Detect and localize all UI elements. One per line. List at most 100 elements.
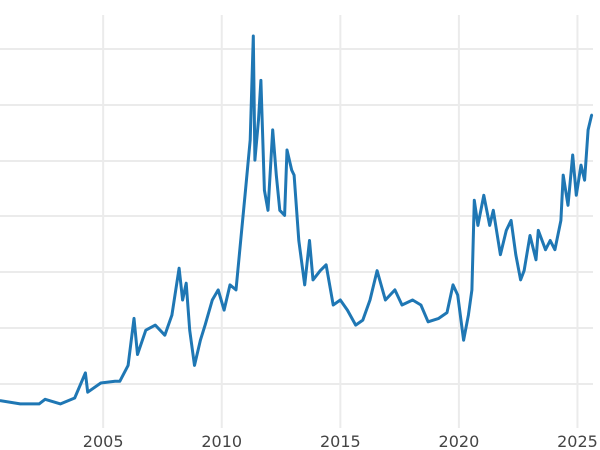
data-point bbox=[522, 269, 526, 272]
data-point bbox=[252, 34, 255, 38]
data-point bbox=[311, 278, 315, 282]
data-point bbox=[285, 148, 289, 152]
data-point bbox=[43, 398, 47, 401]
data-point bbox=[136, 353, 139, 356]
data-point bbox=[470, 288, 474, 292]
series-group bbox=[0, 34, 594, 406]
data-point bbox=[437, 317, 440, 320]
data-point bbox=[559, 219, 563, 222]
data-point bbox=[537, 229, 540, 232]
data-point bbox=[514, 253, 518, 256]
data-point bbox=[492, 209, 495, 212]
price-line bbox=[0, 34, 594, 406]
data-point bbox=[445, 311, 449, 314]
data-point bbox=[339, 298, 342, 302]
data-point bbox=[476, 224, 480, 227]
data-point bbox=[292, 173, 296, 177]
data-point bbox=[163, 333, 167, 337]
data-point bbox=[393, 288, 397, 292]
data-point bbox=[562, 173, 565, 177]
data-point bbox=[126, 364, 130, 367]
data-point bbox=[354, 323, 357, 327]
data-point bbox=[528, 234, 532, 237]
data-point bbox=[37, 402, 41, 406]
data-point bbox=[263, 189, 266, 192]
data-point bbox=[318, 269, 322, 272]
data-point bbox=[86, 390, 89, 394]
data-point bbox=[239, 239, 242, 242]
x-tick-label: 2015 bbox=[320, 432, 361, 450]
data-point bbox=[303, 283, 306, 287]
data-point bbox=[579, 163, 583, 167]
data-point bbox=[575, 194, 578, 197]
data-point bbox=[411, 298, 414, 302]
data-point bbox=[462, 339, 465, 342]
data-point bbox=[361, 318, 365, 322]
data-point bbox=[590, 113, 593, 117]
data-point bbox=[211, 298, 214, 302]
data-point bbox=[467, 313, 470, 317]
data-point bbox=[400, 303, 404, 307]
data-point bbox=[571, 153, 574, 157]
data-point bbox=[275, 173, 278, 177]
data-point bbox=[73, 396, 76, 400]
data-point bbox=[332, 303, 335, 307]
x-axis-ticks: 2005 2010 2015 2020 2025 bbox=[83, 432, 598, 450]
data-point bbox=[271, 128, 274, 132]
x-tick-label: 2020 bbox=[439, 432, 480, 450]
data-point bbox=[199, 339, 202, 342]
data-point bbox=[18, 402, 22, 406]
data-point bbox=[113, 380, 117, 383]
data-point bbox=[509, 219, 513, 222]
data-point bbox=[283, 214, 286, 217]
data-point bbox=[257, 118, 260, 122]
data-point bbox=[548, 239, 552, 242]
data-point bbox=[132, 317, 136, 320]
data-point bbox=[266, 209, 270, 212]
data-point bbox=[375, 269, 379, 272]
data-point bbox=[203, 323, 207, 327]
data-point bbox=[188, 328, 191, 332]
data-point bbox=[505, 229, 508, 232]
data-point bbox=[451, 283, 455, 287]
data-point bbox=[519, 278, 522, 282]
data-point bbox=[473, 199, 476, 202]
data-point bbox=[324, 263, 328, 267]
data-point bbox=[308, 239, 311, 242]
data-point bbox=[290, 168, 293, 172]
data-point bbox=[0, 399, 2, 402]
x-tick-label: 2005 bbox=[83, 432, 124, 450]
data-point bbox=[244, 189, 247, 192]
data-point bbox=[488, 224, 491, 227]
data-point bbox=[222, 308, 226, 312]
data-point bbox=[384, 298, 387, 302]
data-point bbox=[544, 248, 547, 251]
data-point bbox=[118, 380, 121, 383]
data-point bbox=[456, 293, 459, 297]
data-point bbox=[566, 204, 570, 207]
data-point bbox=[216, 288, 220, 292]
data-point bbox=[586, 128, 590, 132]
data-point bbox=[228, 283, 232, 287]
data-point bbox=[499, 253, 502, 256]
data-point bbox=[553, 248, 557, 251]
data-point bbox=[234, 288, 238, 292]
data-point bbox=[181, 298, 184, 302]
data-point bbox=[193, 364, 196, 367]
data-point bbox=[482, 194, 485, 197]
data-point bbox=[346, 308, 349, 312]
data-point bbox=[534, 258, 538, 261]
data-point bbox=[297, 239, 301, 242]
x-tick-label: 2010 bbox=[201, 432, 242, 450]
data-point bbox=[144, 328, 148, 332]
data-point bbox=[170, 313, 174, 317]
data-point bbox=[184, 282, 188, 285]
data-point bbox=[154, 323, 157, 327]
data-point bbox=[59, 402, 62, 406]
data-point bbox=[253, 158, 257, 162]
x-tick-label: 2025 bbox=[557, 432, 598, 450]
data-point bbox=[583, 178, 586, 182]
data-point bbox=[278, 209, 282, 212]
data-point bbox=[419, 303, 423, 307]
